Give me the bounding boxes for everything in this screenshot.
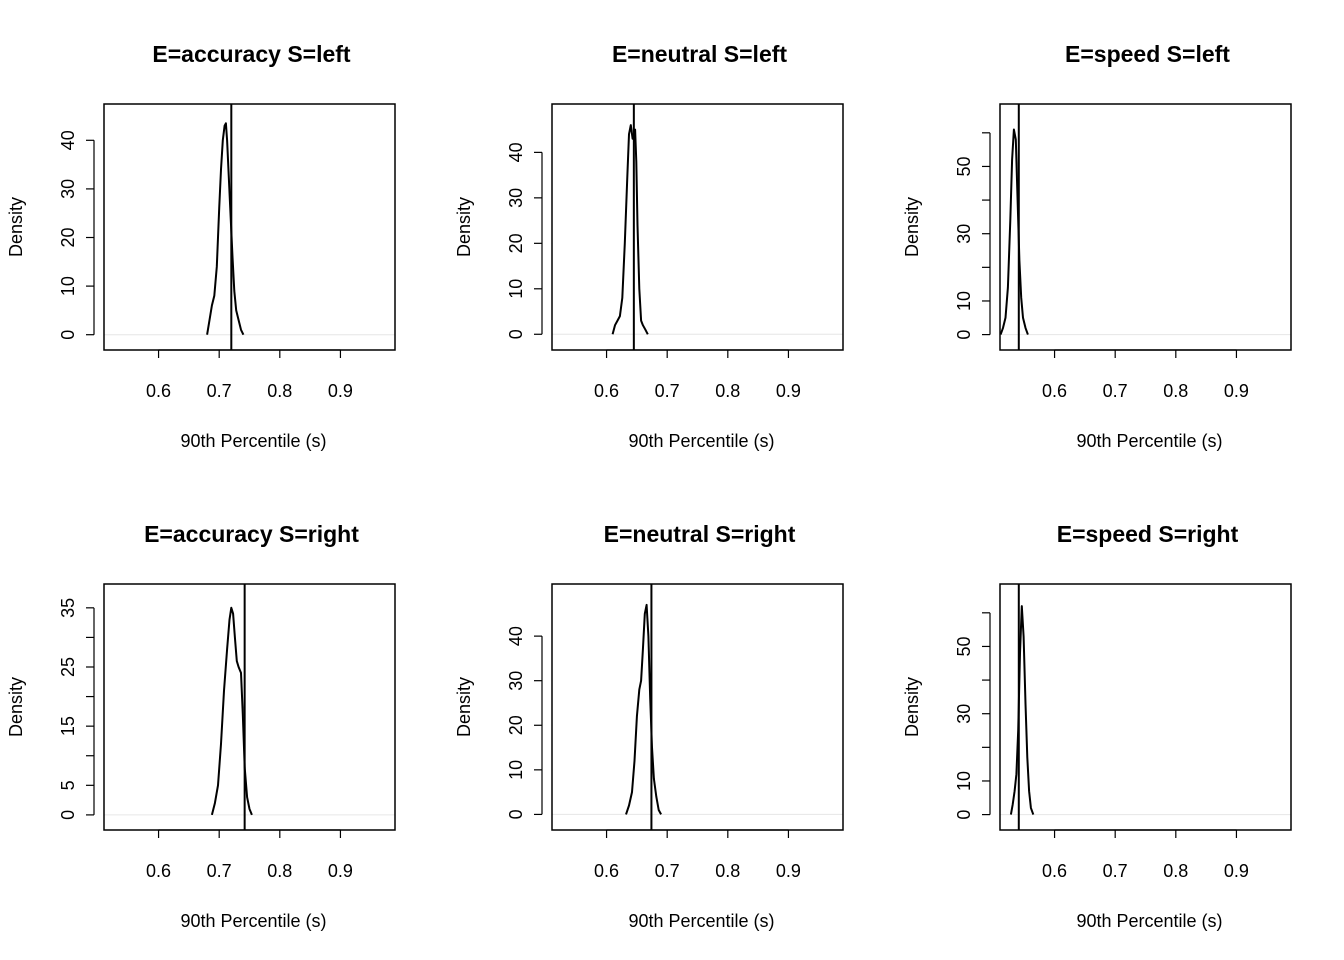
y-tick-label: 10	[954, 291, 974, 311]
density-curve	[611, 124, 649, 335]
y-tick-label: 30	[58, 179, 78, 199]
x-tick-label: 0.6	[1042, 861, 1067, 881]
panel-0: E=accuracy S=left 0.6 0.7 0.8 0.9 0 10 20 30 40 90…	[6, 41, 396, 451]
x-tick-label: 0.9	[776, 861, 801, 881]
panel-5: E=speed S=right 0.6 0.7 0.8 0.9 0 10 30 50 90th P…	[902, 521, 1292, 931]
y-tick-label: 35	[58, 598, 78, 618]
x-axis-label: 90th Percentile (s)	[180, 431, 326, 451]
y-tick-label: 5	[58, 780, 78, 790]
panel-title: E=accuracy S=right	[144, 521, 359, 547]
plot-frame	[103, 103, 396, 351]
plot-frame	[551, 103, 844, 351]
y-tick-label: 15	[58, 716, 78, 736]
x-axis-label: 90th Percentile (s)	[180, 911, 326, 931]
plot-frame	[999, 583, 1292, 831]
plot-frame	[103, 583, 396, 831]
panel-4: E=neutral S=right 0.6 0.7 0.8 0.9 0 10 20 30 40 90…	[454, 521, 844, 931]
y-axis-label: Density	[902, 677, 922, 737]
x-axis-label: 90th Percentile (s)	[1076, 911, 1222, 931]
panel-title: E=speed S=left	[1065, 41, 1230, 67]
y-tick-label: 50	[954, 156, 974, 176]
y-tick-label: 10	[954, 771, 974, 791]
x-tick-label: 0.8	[715, 861, 740, 881]
panel-title: E=neutral S=right	[604, 521, 796, 547]
y-tick-label: 0	[954, 810, 974, 820]
x-tick-label: 0.8	[1163, 381, 1188, 401]
y-tick-label: 40	[506, 142, 526, 162]
y-tick-label: 25	[58, 657, 78, 677]
y-tick-label: 10	[506, 760, 526, 780]
panel-2: E=speed S=left 0.6 0.7 0.8 0.9 0 10 30 50 90th Pe…	[902, 41, 1292, 451]
x-tick-label: 0.8	[267, 381, 292, 401]
x-tick-label: 0.8	[715, 381, 740, 401]
y-tick-label: 30	[506, 188, 526, 208]
y-tick-label: 30	[506, 671, 526, 691]
density-curve	[999, 128, 1029, 335]
x-tick-label: 0.6	[1042, 381, 1067, 401]
y-tick-label: 0	[58, 810, 78, 820]
panel-title: E=neutral S=left	[612, 41, 787, 67]
y-axis-label: Density	[6, 197, 26, 257]
x-axis-label: 90th Percentile (s)	[628, 431, 774, 451]
y-axis-label: Density	[454, 197, 474, 257]
x-tick-label: 0.8	[267, 861, 292, 881]
y-tick-label: 30	[954, 704, 974, 724]
y-tick-label: 0	[506, 329, 526, 339]
y-tick-label: 10	[506, 279, 526, 299]
x-axis-label: 90th Percentile (s)	[1076, 431, 1222, 451]
y-tick-label: 20	[58, 227, 78, 247]
x-tick-label: 0.7	[1103, 381, 1128, 401]
y-tick-label: 20	[506, 233, 526, 253]
y-axis-label: Density	[6, 677, 26, 737]
y-axis-label: Density	[454, 677, 474, 737]
x-tick-label: 0.7	[1103, 861, 1128, 881]
x-tick-label: 0.7	[655, 861, 680, 881]
panel-title: E=speed S=right	[1057, 521, 1239, 547]
y-tick-label: 0	[954, 330, 974, 340]
panel-3: E=accuracy S=right 0.6 0.7 0.8 0.9 0 5 15 25 35 90…	[6, 521, 396, 931]
density-curve	[625, 603, 662, 815]
x-axis-label: 90th Percentile (s)	[628, 911, 774, 931]
x-tick-label: 0.6	[146, 861, 171, 881]
density-curve	[1009, 605, 1035, 815]
x-tick-label: 0.7	[655, 381, 680, 401]
x-tick-label: 0.8	[1163, 861, 1188, 881]
x-tick-label: 0.9	[328, 861, 353, 881]
y-tick-label: 10	[58, 276, 78, 296]
x-tick-label: 0.6	[146, 381, 171, 401]
x-tick-label: 0.9	[1224, 861, 1249, 881]
x-tick-label: 0.9	[776, 381, 801, 401]
plot-frame	[551, 583, 844, 831]
y-axis-label: Density	[902, 197, 922, 257]
y-tick-label: 40	[58, 130, 78, 150]
x-tick-label: 0.9	[1224, 381, 1249, 401]
y-tick-label: 0	[58, 330, 78, 340]
y-tick-label: 20	[506, 715, 526, 735]
x-tick-label: 0.6	[594, 381, 619, 401]
x-tick-label: 0.7	[207, 861, 232, 881]
density-curve	[206, 122, 245, 336]
x-tick-label: 0.9	[328, 381, 353, 401]
plot-frame	[999, 103, 1292, 351]
density-curve	[210, 606, 253, 816]
panel-title: E=accuracy S=left	[152, 41, 351, 67]
y-tick-label: 50	[954, 636, 974, 656]
y-tick-label: 30	[954, 224, 974, 244]
panel-1: E=neutral S=left 0.6 0.7 0.8 0.9 0 10 20 30 40 90t…	[454, 41, 844, 451]
x-tick-label: 0.6	[594, 861, 619, 881]
x-tick-label: 0.7	[207, 381, 232, 401]
y-tick-label: 40	[506, 626, 526, 646]
y-tick-label: 0	[506, 809, 526, 819]
